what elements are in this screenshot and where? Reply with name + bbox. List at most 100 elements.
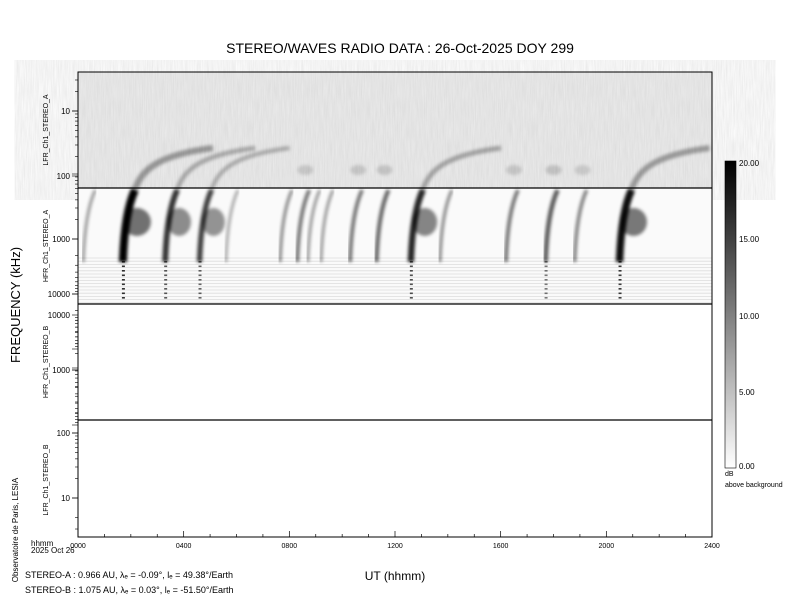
burst-harmonic-dash bbox=[618, 261, 622, 263]
burst-lfr-track bbox=[628, 145, 710, 191]
type-iii-burst bbox=[348, 165, 367, 263]
y-tick-label: 10 bbox=[61, 494, 70, 503]
burst-harmonic-dash bbox=[409, 270, 413, 272]
burst-lfr-patch bbox=[545, 165, 562, 175]
y-tick-label: 10 bbox=[61, 107, 70, 116]
burst-harmonic-dash bbox=[121, 261, 125, 263]
burst-hfr-track bbox=[278, 189, 294, 263]
burst-harmonic-dash bbox=[544, 261, 548, 263]
burst-harmonic-dash bbox=[198, 292, 202, 295]
burst-lfr-track bbox=[420, 145, 502, 191]
burst-hfr-track bbox=[306, 189, 322, 263]
burst-harmonic-dash bbox=[409, 274, 413, 277]
burst-harmonic-dash bbox=[544, 270, 548, 272]
burst-harmonic-dash bbox=[121, 288, 125, 290]
type-iii-burst bbox=[572, 165, 591, 263]
panel-label-lfr-b: LFR_Ch1_STEREO_B bbox=[43, 444, 50, 516]
burst-harmonic-dash bbox=[544, 283, 548, 286]
type-iii-burst bbox=[224, 189, 240, 263]
burst-core bbox=[412, 208, 438, 236]
burst-hfr-track bbox=[319, 189, 335, 263]
burst-harmonic-dash bbox=[121, 270, 125, 272]
panel-label-lfr-a: LFR_Ch1_STEREO_A bbox=[43, 94, 50, 166]
burst-harmonic-dash bbox=[164, 283, 168, 286]
burst-lfr-patch bbox=[574, 165, 591, 175]
burst-harmonic-dash bbox=[198, 265, 202, 268]
x-unit-label: hhmm bbox=[31, 539, 54, 548]
burst-hfr-track bbox=[438, 189, 454, 263]
y-axis-label: FREQUENCY (kHz) bbox=[8, 247, 23, 363]
colorbar-tick: 5.00 bbox=[739, 388, 755, 397]
hfr-a-interference-lines bbox=[78, 257, 712, 304]
burst-harmonic-dash bbox=[164, 270, 168, 272]
burst-core bbox=[202, 208, 225, 236]
burst-hfr-track bbox=[504, 189, 520, 263]
burst-harmonic-dash bbox=[409, 297, 413, 299]
burst-harmonic-dash bbox=[409, 265, 413, 268]
burst-harmonic-dash bbox=[618, 292, 622, 295]
burst-lfr-track bbox=[174, 145, 256, 191]
type-iii-burst bbox=[504, 165, 522, 263]
date-label: 2025 Oct 26 bbox=[31, 546, 75, 555]
type-iii-burst bbox=[162, 145, 256, 263]
burst-lfr-patch bbox=[350, 165, 367, 175]
burst-harmonic-dash bbox=[409, 288, 413, 290]
burst-hfr-track bbox=[374, 189, 391, 263]
chart-title: STEREO/WAVES RADIO DATA : 26-Oct-2025 DO… bbox=[226, 40, 574, 56]
burst-lfr-patch bbox=[297, 165, 314, 175]
burst-harmonic-dash bbox=[618, 288, 622, 290]
burst-harmonic-dash bbox=[618, 274, 622, 277]
burst-harmonic-dash bbox=[618, 283, 622, 286]
burst-hfr-track bbox=[572, 189, 589, 263]
y-tick-label: 100 bbox=[57, 429, 71, 438]
ephemeris-stereo-a: STEREO-A : 0.966 AU, λₑ = -0.09°, lₑ = 4… bbox=[25, 570, 233, 580]
x-tick-label: 2000 bbox=[599, 543, 615, 550]
type-iii-burst bbox=[543, 165, 562, 263]
burst-harmonic-dash bbox=[409, 283, 413, 286]
burst-harmonic-dash bbox=[409, 292, 413, 295]
burst-core bbox=[620, 208, 647, 236]
burst-harmonic-dash bbox=[164, 288, 168, 290]
type-iii-burst bbox=[407, 145, 502, 263]
x-tick-label: 0800 bbox=[282, 543, 298, 550]
burst-harmonic-dash bbox=[618, 265, 622, 268]
x-axis: 0000 0400 0800 1200 1600 2000 2400 bbox=[70, 531, 720, 550]
type-iii-burst bbox=[118, 144, 214, 263]
burst-harmonic-dash bbox=[164, 265, 168, 268]
y-tick-label: 10000 bbox=[48, 290, 71, 299]
burst-harmonic-dash bbox=[618, 270, 622, 272]
burst-hfr-track bbox=[348, 189, 364, 263]
burst-harmonic-dash bbox=[121, 265, 125, 268]
burst-harmonic-dash bbox=[544, 297, 548, 299]
burst-harmonic-dash bbox=[544, 265, 548, 268]
panel-label-hfr-b: HFR_Ch1_STEREO_B bbox=[43, 325, 50, 398]
type-iii-burst bbox=[306, 189, 322, 263]
type-iii-burst bbox=[615, 145, 710, 263]
type-iii-burst bbox=[196, 145, 290, 263]
credit-text: Observatoire de Paris, LESIA bbox=[11, 477, 20, 582]
burst-harmonic-dash bbox=[164, 297, 168, 299]
type-iii-burst bbox=[374, 165, 393, 263]
panel-lfr-a-noise bbox=[78, 72, 712, 188]
type-iii-burst bbox=[81, 189, 97, 263]
burst-harmonic-dash bbox=[198, 283, 202, 286]
burst-harmonic-dash bbox=[544, 288, 548, 290]
colorbar-tick: 20.00 bbox=[739, 159, 760, 168]
x-tick-label: 0000 bbox=[70, 543, 86, 550]
burst-harmonic-dash bbox=[618, 297, 622, 299]
burst-harmonic-dash bbox=[164, 261, 168, 263]
burst-lfr-patch bbox=[376, 165, 393, 175]
y-tick-label: 100 bbox=[57, 172, 71, 181]
burst-hfr-track bbox=[224, 189, 240, 263]
burst-harmonic-dash bbox=[121, 274, 125, 277]
burst-lfr-patch bbox=[505, 165, 522, 175]
burst-harmonic-dash bbox=[164, 274, 168, 277]
type-iii-burst bbox=[438, 189, 454, 263]
burst-harmonic-dash bbox=[198, 270, 202, 272]
panel-label-hfr-a: HFR_Ch1_STEREO_A bbox=[43, 209, 50, 282]
x-tick-label: 2400 bbox=[704, 543, 720, 550]
burst-core bbox=[167, 208, 192, 236]
colorbar-unit: dB bbox=[725, 471, 734, 478]
